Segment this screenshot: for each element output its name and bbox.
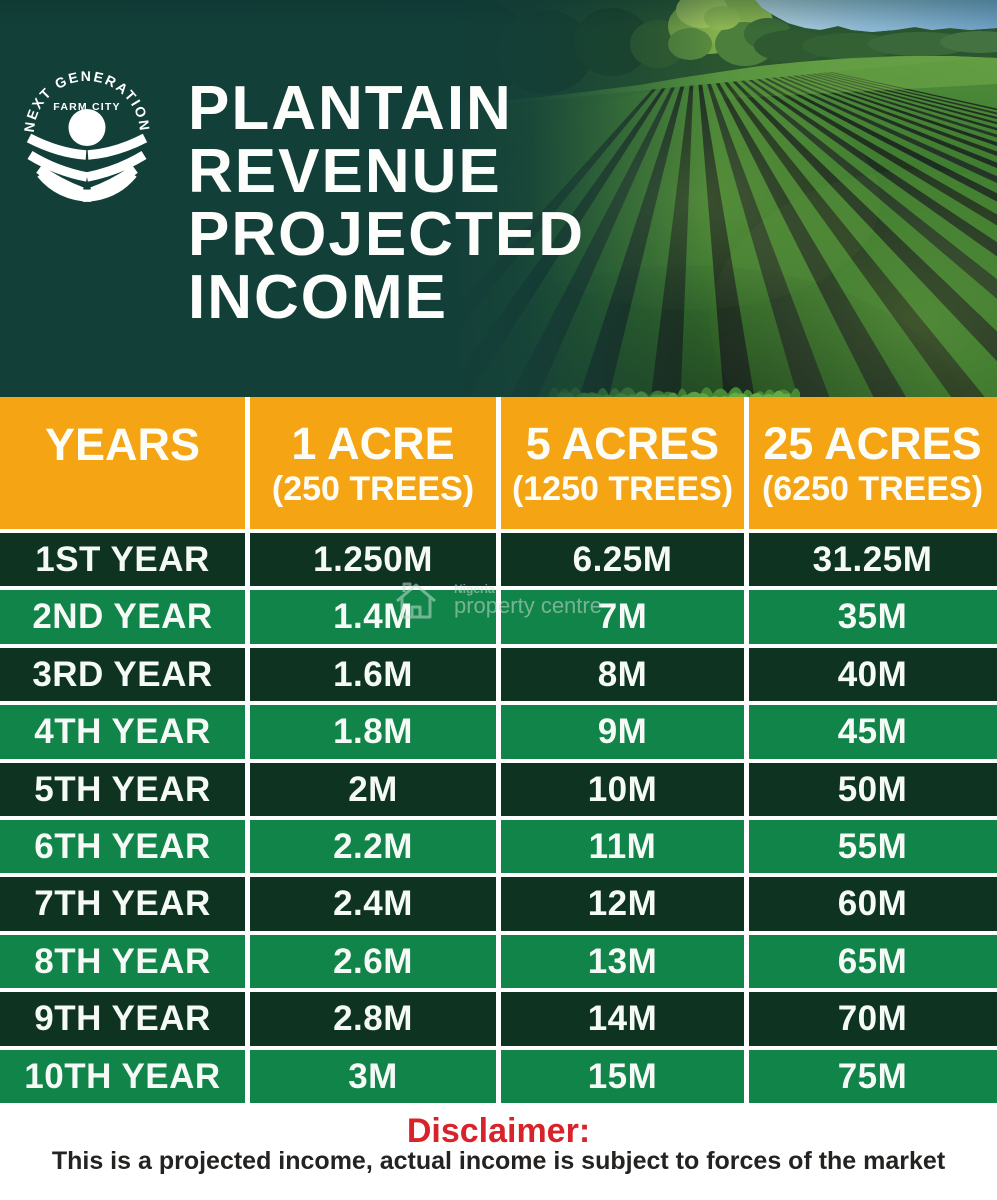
svg-text:FARM CITY: FARM CITY [53,101,120,113]
svg-text:Nigeria: Nigeria [454,582,495,596]
svg-text:property centre: property centre [454,593,602,618]
